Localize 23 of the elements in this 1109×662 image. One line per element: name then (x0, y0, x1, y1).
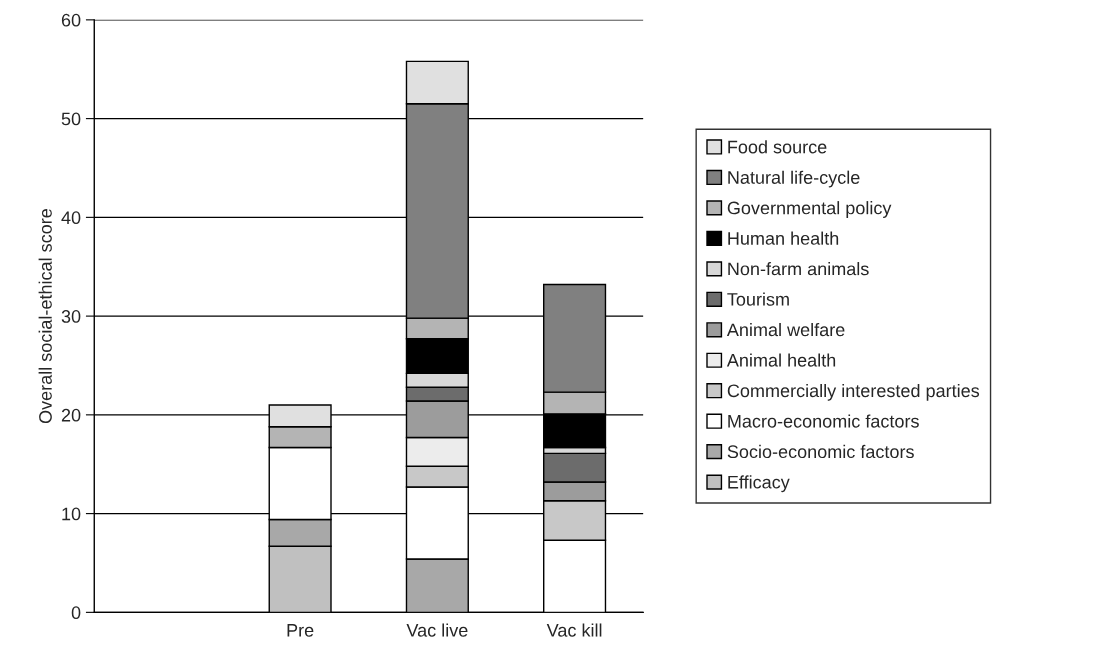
legend-label: Animal welfare (726, 322, 845, 337)
y-axis-title: Overall social-ethical score (38, 209, 52, 424)
x-tick-label: Vac live (406, 623, 468, 637)
legend-label: Natural life-cycle (728, 170, 860, 188)
legend-label: Socio-economic factors (727, 444, 914, 459)
legend-label: Tourism (727, 292, 789, 306)
legend-label: Efficacy (728, 475, 790, 493)
y-tick-label: 60 (61, 13, 81, 27)
y-tick-label: 40 (61, 211, 81, 225)
legend-label: Commercially interested parties (727, 383, 980, 401)
legend-label: Human health (728, 231, 839, 245)
legend-label: Governmental policy (727, 201, 892, 218)
legend-label: Non-farm animals (728, 262, 869, 276)
legend-label: Macro-economic factors (728, 414, 919, 428)
x-tick-label: Pre (287, 624, 314, 637)
x-tick-label: Vac kill (546, 623, 602, 637)
y-tick-label: 20 (61, 408, 81, 422)
y-tick-label: 10 (62, 507, 81, 521)
legend-label: Food source (728, 140, 827, 154)
y-tick-label: 0 (71, 606, 81, 620)
legend-label: Animal health (726, 353, 836, 367)
y-tick-label: 30 (61, 310, 81, 323)
y-tick-label: 50 (61, 112, 81, 126)
